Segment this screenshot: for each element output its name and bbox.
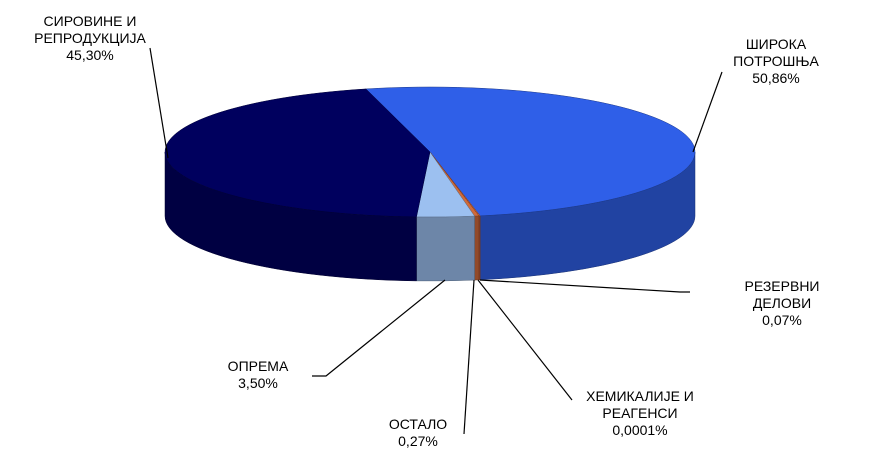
category-label: ХЕМИКАЛИЈЕ И РЕАГЕНСИ: [586, 388, 694, 421]
slice-label: ОПРЕМА 3,50%: [228, 358, 289, 392]
value-label: 45,30%: [66, 47, 114, 63]
category-label: РЕЗЕРВНИ ДЕЛОВИ: [744, 278, 820, 311]
leader-line: [312, 279, 446, 377]
slice-label: ШИРОКА ПОТРОШЊА 50,86%: [733, 36, 819, 87]
slice-side: [416, 215, 475, 282]
category-label: ШИРОКА ПОТРОШЊА: [733, 36, 819, 69]
slice-label: РЕЗЕРВНИ ДЕЛОВИ 0,07%: [737, 278, 827, 329]
slice-top: [365, 86, 696, 217]
leader-line: [477, 279, 573, 401]
category-label: ОПРЕМА: [227, 358, 289, 374]
value-label: 0,07%: [762, 312, 802, 328]
leader-line: [463, 279, 475, 435]
slice-label: ОСТАЛО 0,27%: [389, 416, 447, 450]
slice-side: [474, 215, 480, 281]
leader-line: [692, 71, 723, 153]
slice-label: СИРОВИНЕ И РЕПРОДУКЦИЈА 45,30%: [34, 13, 146, 64]
leader-line: [479, 279, 690, 293]
value-label: 50,86%: [752, 70, 800, 86]
value-label: 0,0001%: [612, 422, 668, 438]
category-label: СИРОВИНЕ И РЕПРОДУКЦИЈА: [34, 13, 146, 46]
slice-top: [164, 88, 431, 218]
leader-line: [149, 47, 169, 159]
slice-label: ХЕМИКАЛИЈЕ И РЕАГЕНСИ 0,0001%: [586, 388, 694, 439]
value-label: 3,50%: [238, 375, 278, 391]
value-label: 0,27%: [398, 433, 438, 449]
category-label: ОСТАЛО: [388, 416, 448, 432]
